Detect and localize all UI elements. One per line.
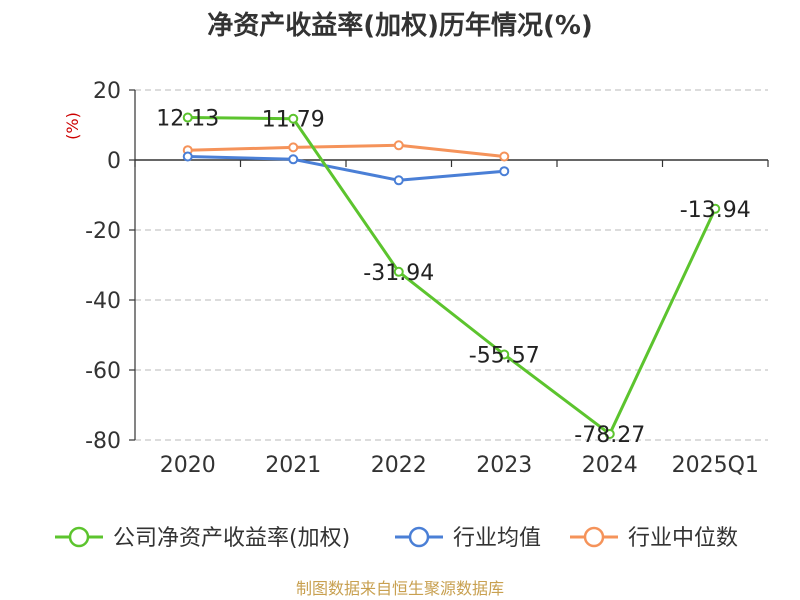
series-line [187,116,717,436]
x-tick-label: 2021 [265,453,321,478]
x-tick-label: 2024 [582,453,638,478]
y-tick-label: 0 [107,149,121,174]
data-source-note: 制图数据来自恒生聚源数据库 [296,579,504,598]
data-point [499,151,510,162]
data-point [288,154,299,165]
x-tick-label: 2023 [476,453,532,478]
y-tick-labels: 20 0 -20 -40 -60 -80 [85,79,121,454]
y-tick-label: 20 [93,79,121,104]
y-tick-label: -40 [85,289,121,314]
legend-swatch-marker [408,526,430,548]
x-tick-label: 2020 [160,453,216,478]
legend: 公司净资产收益率(加权) 行业均值 行业中位数 [55,526,738,551]
data-point [182,112,193,123]
x-tick-label: 2022 [371,453,427,478]
data-point [393,140,404,151]
x-tick-labels: 2020 2021 2022 2023 2024 2025Q1 [160,453,759,478]
y-tick-label: -80 [85,429,121,454]
legend-label: 行业中位数 [628,526,738,551]
grid-lines [135,89,768,441]
y-axis-unit: (%) [63,112,82,140]
data-label: -55.57 [469,343,540,368]
data-point [393,266,404,277]
data-label: 12.13 [156,107,219,132]
series-group [182,112,721,439]
data-point [288,142,299,153]
legend-label: 行业均值 [453,526,541,551]
legend-label: 公司净资产收益率(加权) [113,526,350,551]
legend-swatch-marker [583,526,605,548]
data-point [393,175,404,186]
axes [129,89,769,441]
x-tick-label: 2025Q1 [672,453,759,478]
y-tick-label: -60 [85,359,121,384]
data-label: -78.27 [574,423,645,448]
data-point [182,151,193,162]
data-label: -31.94 [363,261,434,286]
data-point [499,166,510,177]
series-line [187,155,505,182]
data-label: -13.94 [680,198,751,223]
series-line [187,143,505,158]
data-point [710,203,721,214]
data-point [499,349,510,360]
legend-swatch-marker [68,526,90,548]
y-tick-label: -20 [85,219,121,244]
data-labels: 12.13 11.79 -31.94 -55.57 -78.27 -13.94 [156,107,750,448]
data-point [288,113,299,124]
chart-title: 净资产收益率(加权)历年情况(%) [207,10,593,41]
data-point [604,428,615,439]
data-label: 11.79 [262,108,325,133]
